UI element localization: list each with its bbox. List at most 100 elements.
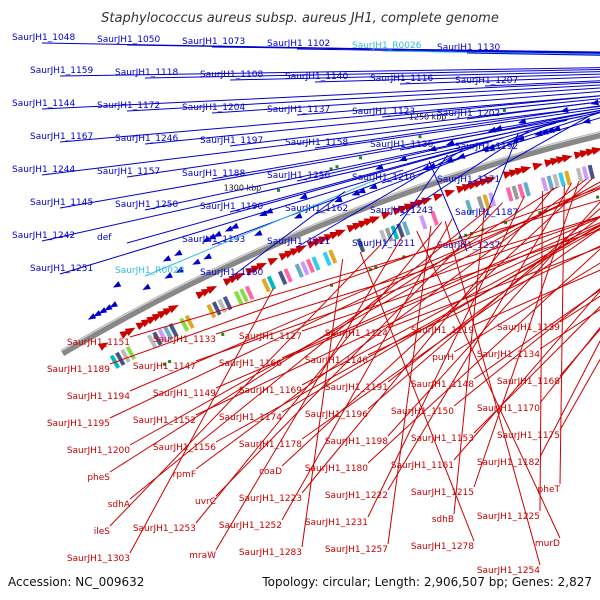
gc-skew-mark [276,188,280,192]
reverse-gene-arrow [289,248,301,256]
reverse-gene-label: SaurJH1_1119 [411,326,474,336]
reverse-gene-arrow [392,207,404,216]
cog-color-block [396,223,405,238]
forward-gene-label: SaurJH1_1159 [30,66,93,76]
forward-gene-arrow [87,313,97,320]
reverse-gene-arrow [352,222,364,231]
reverse-gene-arrow [520,166,532,174]
forward-gene-arrow [203,253,212,260]
cog-color-block [163,325,174,341]
reverse-label-leader [301,229,600,332]
reverse-label-leader [215,202,504,497]
forward-gene-label: SaurJH1_1260 [200,268,263,278]
reverse-label-leader [215,222,600,389]
reverse-gene-label: sdhB [432,515,454,525]
forward-label-leader [126,84,600,112]
reverse-gene-label: SaurJH1_1231 [305,518,368,528]
reverse-gene-label: SaurJH1_1303 [67,554,130,564]
kbp-ticks: 1050 kbp1100 kbp1150 kbp1200 kbp1250 kbp… [224,112,447,192]
reverse-gene-label: SaurJH1_1169 [239,386,302,396]
reverse-label-leader [195,221,443,524]
reverse-gene-label: SaurJH1_1257 [325,545,388,555]
reverse-gene-label: SaurJH1_1170 [477,404,540,414]
reverse-gene-arrow [432,193,444,202]
map-title: Staphylococcus aureus subsp. aureus JH1,… [101,11,499,26]
forward-gene-label: SaurJH1_1171 [437,175,500,185]
cog-color-block [115,351,126,366]
cog-color-block [581,166,590,181]
reverse-gene-arrow [195,291,207,300]
reverse-gene-label: SaurJH1_1194 [67,392,130,402]
reverse-gene-label: SaurJH1_1168 [497,377,560,387]
forward-gene-label: SaurJH1_1211 [352,239,415,249]
reverse-gene-label: SaurJH1_1147 [133,362,196,372]
reverse-gene-arrow [585,148,597,157]
reverse-gene-arrow [168,304,179,314]
gc-skew-mark [418,135,422,139]
reverse-gene-label: SaurJH1_1200 [67,446,130,456]
reverse-gene-arrow [245,267,256,276]
reverse-gene-label: uvrC [195,497,216,507]
cog-color-block [311,256,321,271]
forward-gene-label: SaurJH1_R0026 [352,41,422,51]
forward-label-leader [229,71,600,81]
reverse-gene-arrow [357,220,369,229]
forward-label-leader [59,67,600,77]
reverse-gene-arrow [369,216,381,224]
forward-gene-arrow [351,189,361,196]
gc-skew-mark [168,360,172,364]
reverse-gene-arrow [456,185,467,194]
reverse-gene-label: pheT [538,485,561,495]
reverse-gene-arrow [421,197,432,206]
reverse-gene-label: SaurJH1_1151 [67,338,130,348]
reverse-label-leader [195,224,600,416]
cog-color-block [168,323,179,338]
reverse-gene-arrow [555,156,567,165]
cog-color-block [322,251,332,267]
gc-skew-mark [464,233,468,237]
forward-gene-label: SaurJH1_1123 [352,107,415,117]
reverse-gene-arrow [561,154,573,163]
reverse-label-leader [301,187,554,494]
cog-color-block [430,211,439,226]
reverse-label-leader [387,182,572,491]
reverse-gene-arrow [250,265,262,274]
forward-gene-arrow [421,164,431,171]
reverse-gene-label: mraW [189,551,216,561]
forward-label-leader [296,91,600,116]
reverse-label-leader [367,248,600,464]
cog-color-block [523,181,531,197]
reverse-gene-label: SaurJH1_1150 [391,407,454,417]
forward-gene-label: SaurJH1_1243 [370,206,433,216]
reverse-gene-arrow [206,286,218,294]
forward-gene-label: SaurJH1_1073 [182,37,245,47]
reverse-label-leader [301,225,600,386]
reverse-gene-arrow [295,245,307,254]
cog-color-block [147,334,158,349]
reverse-label-leader [453,208,486,515]
forward-gene-label: SaurJH1_1130 [437,43,500,53]
forward-gene-arrow [213,230,222,237]
forward-gene-arrow [293,212,303,219]
reverse-gene-label: SaurJH1_1178 [239,440,302,450]
forward-gene-arrow [93,310,102,317]
gc-skew-mark [368,268,372,272]
backbone-ring [60,131,600,356]
forward-gene-label: SaurJH1_1048 [12,33,75,43]
reverse-label-leader [301,258,344,548]
forward-gene-label: SaurJH1_1102 [267,39,330,49]
reverse-label-leader [109,187,600,365]
reverse-gene-arrow [467,182,479,190]
cog-color-block [401,221,411,236]
reverse-label-leader [367,196,525,518]
reverse-gene-arrow [151,313,163,322]
forward-gene-arrow [112,281,122,288]
reverse-gene-label: SaurJH1_1198 [325,437,388,447]
reverse-label-leader [473,289,600,380]
reverse-label-leader [129,188,600,392]
reverse-gene-arrow [363,218,375,227]
forward-gene-label: SaurJH1_R0028 [115,266,185,276]
reverse-gene-arrow [335,229,346,238]
cog-color-block [206,303,217,319]
reverse-gene-arrow [579,150,591,158]
